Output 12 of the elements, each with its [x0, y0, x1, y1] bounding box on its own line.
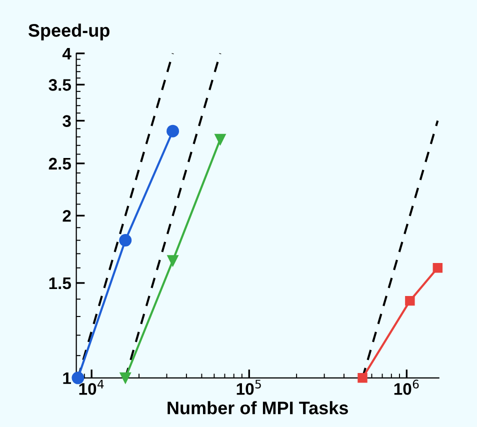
x-tick-label: 10$^{6}$ — [394, 380, 419, 395]
y-tick-label: 3 — [62, 115, 71, 127]
x-tick-label: 10$^{5}$ — [236, 380, 261, 395]
y-tick-label: 1 — [63, 372, 71, 384]
y-tick-label: 2.5 — [48, 158, 71, 170]
y-tick-label: 3.5 — [48, 79, 71, 91]
y-tick-label: 2 — [62, 210, 71, 222]
y-axis-title: Speed-up — [28, 24, 110, 40]
x-axis-title: Number of MPI Tasks — [168, 401, 348, 414]
y-tick-label: 1.5 — [49, 278, 71, 290]
x-tick-label: 10$^{4}$ — [79, 380, 104, 395]
y-tick-label: 4 — [62, 48, 72, 60]
